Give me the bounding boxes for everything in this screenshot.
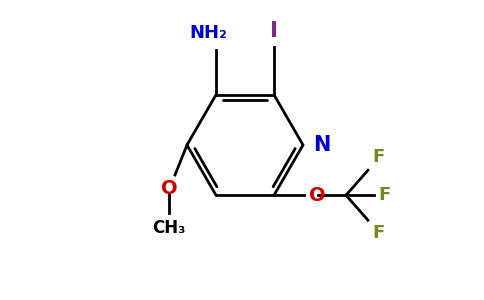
Text: O: O (161, 179, 177, 198)
Text: O: O (309, 186, 326, 205)
Text: F: F (378, 186, 390, 204)
Text: CH₃: CH₃ (152, 219, 186, 237)
Text: F: F (372, 148, 384, 166)
Text: NH₂: NH₂ (189, 24, 227, 42)
Text: N: N (313, 135, 331, 155)
Text: I: I (270, 21, 278, 41)
Text: F: F (372, 224, 384, 242)
